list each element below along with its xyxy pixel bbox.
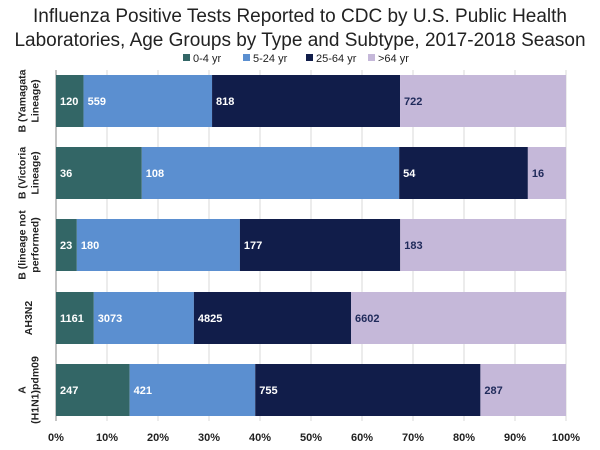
data-label: 4825	[198, 313, 222, 325]
bar-segment	[193, 292, 352, 344]
bar-segment	[212, 75, 401, 127]
bar-segment	[83, 75, 213, 127]
legend-label: 5-24 yr	[253, 53, 288, 65]
legend-swatch	[243, 54, 250, 61]
x-tick-label: 50%	[300, 432, 322, 444]
chart-title-line: Laboratories, Age Groups by Type and Sub…	[14, 30, 585, 51]
category-label: A	[17, 386, 29, 394]
data-label: 247	[60, 385, 78, 397]
legend-swatch	[368, 54, 375, 61]
bar-segment	[76, 219, 240, 271]
legend-swatch	[183, 54, 190, 61]
data-label: 36	[60, 168, 72, 180]
bar-segment	[56, 292, 94, 344]
data-label: 180	[81, 240, 99, 252]
x-tick-label: 20%	[147, 432, 169, 444]
category-label: Lineage)	[30, 151, 42, 194]
legend-label: >64 yr	[378, 53, 409, 65]
bar-segment	[255, 364, 481, 416]
data-label: 755	[259, 385, 277, 397]
x-axis-ticks: 0% 10% 20% 30% 40% 50% 60% 70% 80% 90% 100%	[48, 432, 580, 444]
x-tick-label: 10%	[96, 432, 118, 444]
bar-segment	[239, 219, 401, 271]
data-label: 6602	[355, 313, 379, 325]
legend-label: 25-64 yr	[316, 53, 357, 65]
bar-segment	[400, 219, 566, 271]
bar-segment	[351, 292, 566, 344]
data-label: 177	[244, 240, 262, 252]
category-label: Lineage)	[30, 79, 42, 122]
data-label: 287	[484, 385, 502, 397]
data-label: 183	[404, 240, 422, 252]
x-tick-label: 60%	[351, 432, 373, 444]
category-label: (H1N1)pdm09	[30, 356, 42, 424]
data-label: 23	[60, 240, 72, 252]
x-tick-label: 80%	[453, 432, 475, 444]
bar-segment	[93, 292, 194, 344]
bar-segment	[480, 364, 566, 416]
bar-segment	[56, 219, 77, 271]
chart-title: Influenza Positive Tests Reported to CDC…	[14, 6, 585, 51]
chart-title-line: Influenza Positive Tests Reported to CDC…	[33, 6, 567, 27]
x-tick-label: 30%	[198, 432, 220, 444]
bar-segment	[399, 147, 528, 199]
category-label: B (Victoria	[17, 147, 29, 199]
x-tick-label: 40%	[249, 432, 271, 444]
category-label: B (Yamagata	[17, 69, 29, 132]
data-label: 3073	[98, 313, 122, 325]
legend-label: 0-4 yr	[193, 53, 221, 65]
bar-segment	[400, 75, 566, 127]
category-label: B (lineage not	[17, 210, 29, 280]
bar-segment	[129, 364, 256, 416]
category-labels: B (Yamagata Lineage)B (Victoria Lineage)B …	[17, 69, 42, 424]
data-label: 120	[60, 96, 78, 108]
legend-swatch	[306, 54, 313, 61]
data-label: 818	[216, 96, 234, 108]
chart-legend: 0-4 yr 5-24 yr 25-64 yr >64 yr	[183, 53, 409, 65]
data-label: 722	[404, 96, 422, 108]
category-label: AH3N2	[23, 301, 35, 336]
data-label: 1161	[60, 313, 84, 325]
bar-segment	[56, 364, 130, 416]
category-label: performed)	[30, 217, 42, 272]
data-label: 16	[532, 168, 544, 180]
x-tick-label: 100%	[552, 432, 580, 444]
data-label: 559	[88, 96, 106, 108]
bar-segment	[56, 75, 84, 127]
data-label: 421	[134, 385, 152, 397]
x-tick-label: 0%	[48, 432, 64, 444]
x-tick-label: 90%	[504, 432, 526, 444]
x-tick-label: 70%	[402, 432, 424, 444]
bar-segment	[141, 147, 400, 199]
data-label: 108	[146, 168, 164, 180]
data-label: 54	[403, 168, 416, 180]
bars: 120 559 818 722 36 108 54 16 23 180 177 183 1161 3073…	[56, 75, 566, 416]
bar-segment	[56, 147, 142, 199]
bar-segment	[527, 147, 566, 199]
